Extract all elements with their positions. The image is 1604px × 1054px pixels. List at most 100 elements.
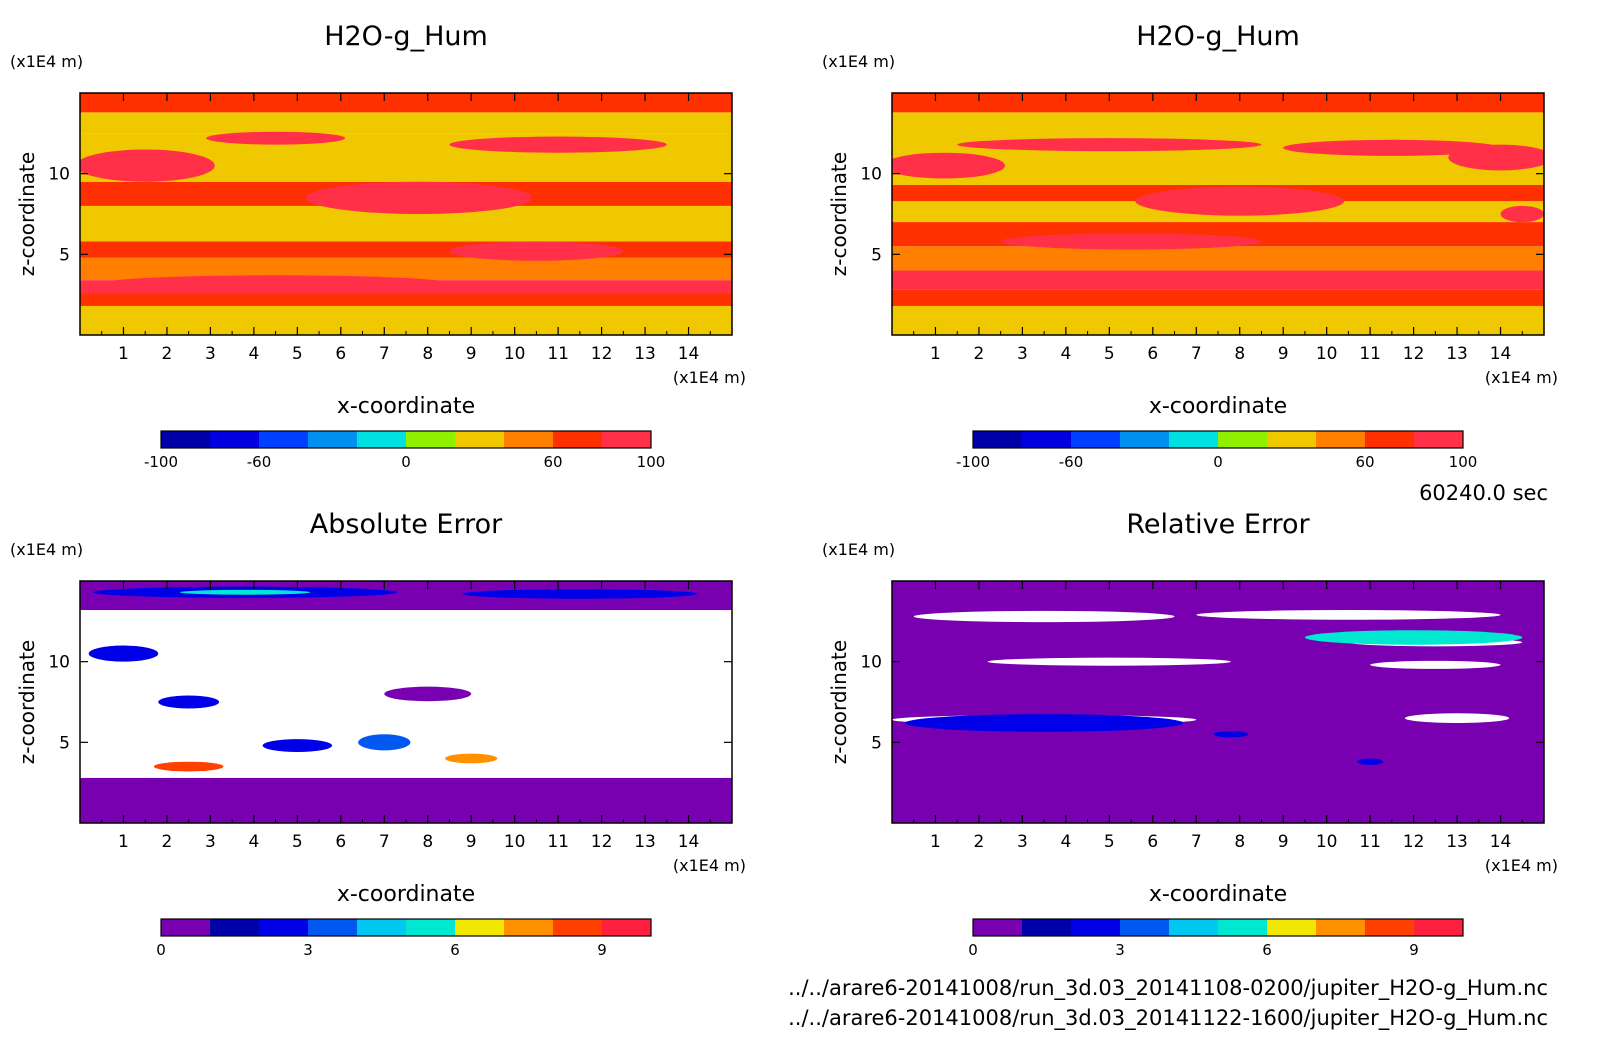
contour-band-10 — [80, 93, 732, 113]
x-axis-label: x-coordinate — [1149, 882, 1287, 907]
x-tick-label: 12 — [591, 344, 613, 364]
y-tick-label: 5 — [871, 245, 882, 265]
y-unit-label: (x1E4 m) — [10, 52, 83, 71]
x-tick-label: 3 — [1017, 344, 1028, 364]
colorbar-segment — [1169, 919, 1219, 936]
y-tick-label: 10 — [48, 653, 70, 673]
contour-band-4 — [892, 246, 1544, 271]
contour-feature-4 — [1370, 660, 1501, 669]
x-tick-label: 2 — [974, 832, 985, 852]
colorbar-segment — [1365, 431, 1415, 448]
contour-feature-6 — [1283, 139, 1501, 156]
contour-feature-4 — [892, 157, 945, 171]
contour-feature-3 — [462, 589, 698, 599]
contour-feature-10 — [1357, 758, 1384, 765]
contour-feature-10 — [1500, 205, 1544, 223]
contour-band-10 — [892, 93, 1544, 113]
colorbar-tick-label: 100 — [637, 453, 666, 471]
x-tick-label: 9 — [466, 832, 477, 852]
x-tick-label: 1 — [930, 832, 941, 852]
colorbar-segment — [973, 919, 1023, 936]
colorbar-segment — [1218, 919, 1268, 936]
contour-band-5 — [80, 241, 732, 258]
colorbar-tick-label: -100 — [956, 453, 990, 471]
x-tick-label: 12 — [591, 832, 613, 852]
x-tick-label: 3 — [205, 344, 216, 364]
colorbar-segment — [406, 919, 456, 936]
contour-feature-7 — [905, 714, 1184, 732]
y-axis-label: z-coordinate — [827, 640, 851, 764]
y-tick-label: 10 — [860, 653, 882, 673]
contour-band-3 — [892, 270, 1544, 290]
colorbar-segment — [1071, 919, 1121, 936]
colorbar-segment — [1316, 919, 1366, 936]
colorbar-tick-label: 3 — [1115, 941, 1125, 959]
colorbar-segment — [161, 431, 211, 448]
contour-band-1 — [892, 305, 1544, 335]
colorbar-tick-label: 0 — [1213, 453, 1223, 471]
x-tick-label: 11 — [547, 344, 569, 364]
x-tick-label: 2 — [162, 832, 173, 852]
contour-band-2 — [80, 293, 732, 306]
colorbar-segment — [210, 431, 260, 448]
contour-field — [892, 581, 1544, 823]
x-tick-label: 1 — [118, 344, 129, 364]
colorbar-segment — [973, 431, 1023, 448]
colorbar-segment — [308, 919, 358, 936]
colorbar-tick-label: 0 — [401, 453, 411, 471]
colorbar-frame — [972, 430, 1464, 449]
colorbar-tick-label: -60 — [1059, 453, 1084, 471]
contour-band-1 — [80, 305, 732, 335]
y-unit-label: (x1E4 m) — [822, 52, 895, 71]
x-tick-label: 6 — [335, 344, 346, 364]
colorbar-tick-label: 60 — [1355, 453, 1374, 471]
colorbar-segment — [210, 919, 260, 936]
colorbar-segment — [308, 431, 358, 448]
contour-field — [80, 581, 732, 823]
x-tick-label: 8 — [422, 832, 433, 852]
contour-feature-6 — [262, 739, 333, 753]
colorbar-tick-label: 9 — [1409, 941, 1419, 959]
colorbar-segment — [406, 431, 456, 448]
contour-field — [892, 93, 1544, 335]
colorbar-segment — [1414, 431, 1464, 448]
y-axis-label: z-coordinate — [15, 152, 39, 276]
colorbar-segment — [455, 431, 505, 448]
y-tick-label: 5 — [871, 733, 882, 753]
colorbar-frame — [160, 918, 652, 937]
x-tick-label: 7 — [1191, 832, 1202, 852]
colorbar-segment — [1365, 919, 1415, 936]
x-tick-label: 14 — [678, 344, 700, 364]
x-tick-label: 4 — [248, 344, 259, 364]
colorbar-tick-label: -60 — [247, 453, 272, 471]
x-axis-label: x-coordinate — [337, 882, 475, 907]
x-tick-label: 9 — [466, 344, 477, 364]
colorbar-segment — [1120, 431, 1170, 448]
contour-feature-9 — [153, 761, 224, 772]
colorbar-segment — [1022, 919, 1072, 936]
y-unit-label: (x1E4 m) — [10, 540, 83, 559]
colorbar-segment — [1218, 431, 1268, 448]
x-tick-label: 6 — [335, 832, 346, 852]
colorbar-tick-label: 100 — [1449, 453, 1478, 471]
x-axis-label: x-coordinate — [337, 394, 475, 419]
colorbar-segment — [259, 919, 309, 936]
file-path-1: ../../arare6-20141008/run_3d.03_20141108… — [788, 976, 1548, 1001]
x-tick-label: 10 — [1316, 344, 1338, 364]
colorbar-segment — [259, 431, 309, 448]
x-axis-label: x-coordinate — [1149, 394, 1287, 419]
x-tick-label: 9 — [1278, 344, 1289, 364]
x-unit-label: (x1E4 m) — [1485, 368, 1558, 387]
colorbar-tick-label: 9 — [597, 941, 607, 959]
contour-band-4 — [80, 257, 732, 281]
x-tick-label: 12 — [1403, 832, 1425, 852]
colorbar-segment — [553, 431, 603, 448]
colorbar-tick-label: 0 — [968, 941, 978, 959]
contour-feature-8 — [88, 645, 159, 662]
x-tick-label: 6 — [1147, 832, 1158, 852]
contour-field — [80, 93, 732, 335]
colorbar-frame — [160, 430, 652, 449]
